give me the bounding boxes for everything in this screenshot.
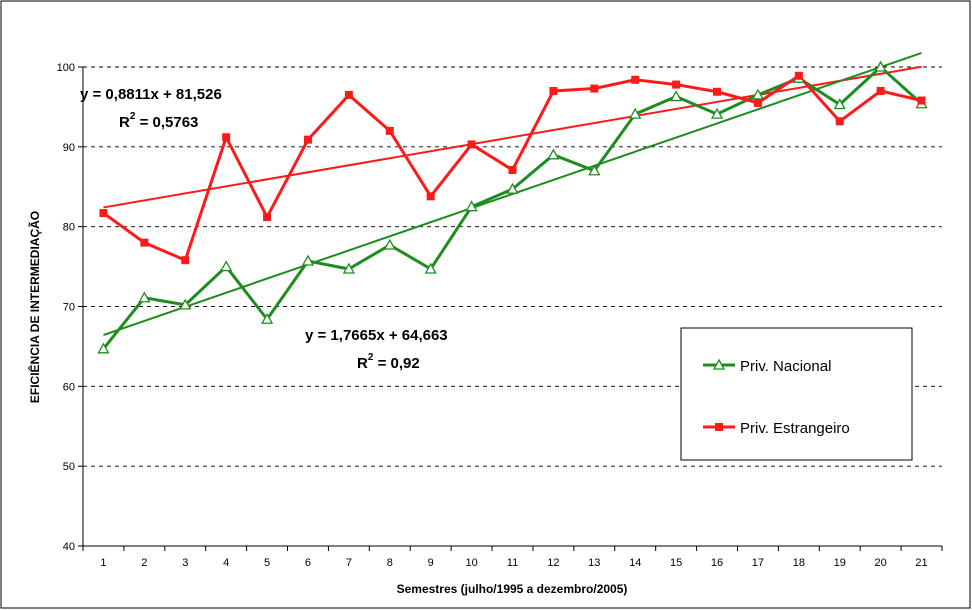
x-tick-label-1: 1 [100, 557, 106, 569]
y-tick-label-90: 90 [63, 142, 75, 154]
x-tick-label-7: 7 [346, 557, 352, 569]
x-axis-title: Semestres (julho/1995 a dezembro/2005) [397, 582, 628, 596]
legend-box [681, 328, 912, 460]
point-estrangeiro-3 [181, 256, 189, 264]
x-tick-label-6: 6 [305, 557, 311, 569]
legend-marker-estrangeiro [715, 423, 723, 431]
point-estrangeiro-6 [304, 136, 312, 144]
trendline-r2-nacional: R2 = 0,92 [357, 352, 420, 372]
point-estrangeiro-20 [877, 87, 885, 95]
point-estrangeiro-8 [386, 127, 394, 135]
x-tick-label-9: 9 [428, 557, 434, 569]
x-tick-label-13: 13 [588, 557, 600, 569]
x-tick-label-19: 19 [834, 557, 846, 569]
y-tick-label-70: 70 [63, 302, 75, 314]
r2-label-estrangeiro: R [119, 114, 130, 131]
x-tick-label-2: 2 [141, 557, 147, 569]
point-estrangeiro-9 [427, 192, 435, 200]
x-tick-label-21: 21 [915, 557, 927, 569]
point-estrangeiro-2 [140, 239, 148, 247]
y-tick-label-50: 50 [63, 461, 75, 473]
x-tick-label-12: 12 [547, 557, 559, 569]
point-estrangeiro-19 [836, 117, 844, 125]
point-estrangeiro-7 [345, 91, 353, 99]
trendline-equation-estrangeiro: y = 0,8811x + 81,526 [80, 86, 222, 103]
point-estrangeiro-10 [468, 140, 476, 148]
x-tick-labels: 1 2 3 4 5 6 7 8 9 10 11 12 13 14 15 16 17 18 19 20 21 [100, 557, 927, 569]
x-tick-label-18: 18 [793, 557, 805, 569]
r2-value-estrangeiro: = 0,5763 [135, 114, 198, 131]
point-estrangeiro-11 [509, 166, 517, 174]
r2-value-nacional: = 0,92 [373, 355, 419, 372]
point-estrangeiro-5 [263, 213, 271, 221]
point-estrangeiro-14 [631, 76, 639, 84]
x-tick-label-8: 8 [387, 557, 393, 569]
x-tick-label-14: 14 [629, 557, 641, 569]
y-tick-label-80: 80 [63, 222, 75, 234]
point-estrangeiro-21 [918, 97, 926, 105]
r2-label-nacional: R [357, 355, 368, 372]
x-tick-label-4: 4 [223, 557, 229, 569]
x-tick-label-16: 16 [711, 557, 723, 569]
x-tick-label-5: 5 [264, 557, 270, 569]
legend-label-estrangeiro: Priv. Estrangeiro [740, 420, 850, 437]
x-tick-label-3: 3 [182, 557, 188, 569]
point-estrangeiro-12 [549, 87, 557, 95]
y-tick-label-60: 60 [63, 381, 75, 393]
y-tick-label-40: 40 [63, 541, 75, 553]
x-tick-label-10: 10 [465, 557, 477, 569]
legend-label-nacional: Priv. Nacional [740, 358, 831, 375]
point-estrangeiro-16 [713, 88, 721, 96]
x-tick-label-20: 20 [875, 557, 887, 569]
x-tick-label-17: 17 [752, 557, 764, 569]
point-estrangeiro-13 [590, 85, 598, 93]
point-estrangeiro-4 [222, 133, 230, 141]
point-estrangeiro-1 [99, 209, 107, 217]
point-estrangeiro-17 [754, 99, 762, 107]
legend: Priv. Nacional Priv. Estrangeiro [681, 328, 912, 460]
y-axis-title: EFICIÊNCIA DE INTERMEDIAÇÃO [27, 211, 42, 403]
trendline-equation-nacional: y = 1,7665x + 64,663 [305, 327, 448, 344]
y-tick-label-100: 100 [57, 62, 75, 74]
point-estrangeiro-18 [795, 72, 803, 80]
x-tick-label-15: 15 [670, 557, 682, 569]
x-tick-label-11: 11 [507, 557, 518, 569]
point-estrangeiro-15 [672, 81, 680, 89]
